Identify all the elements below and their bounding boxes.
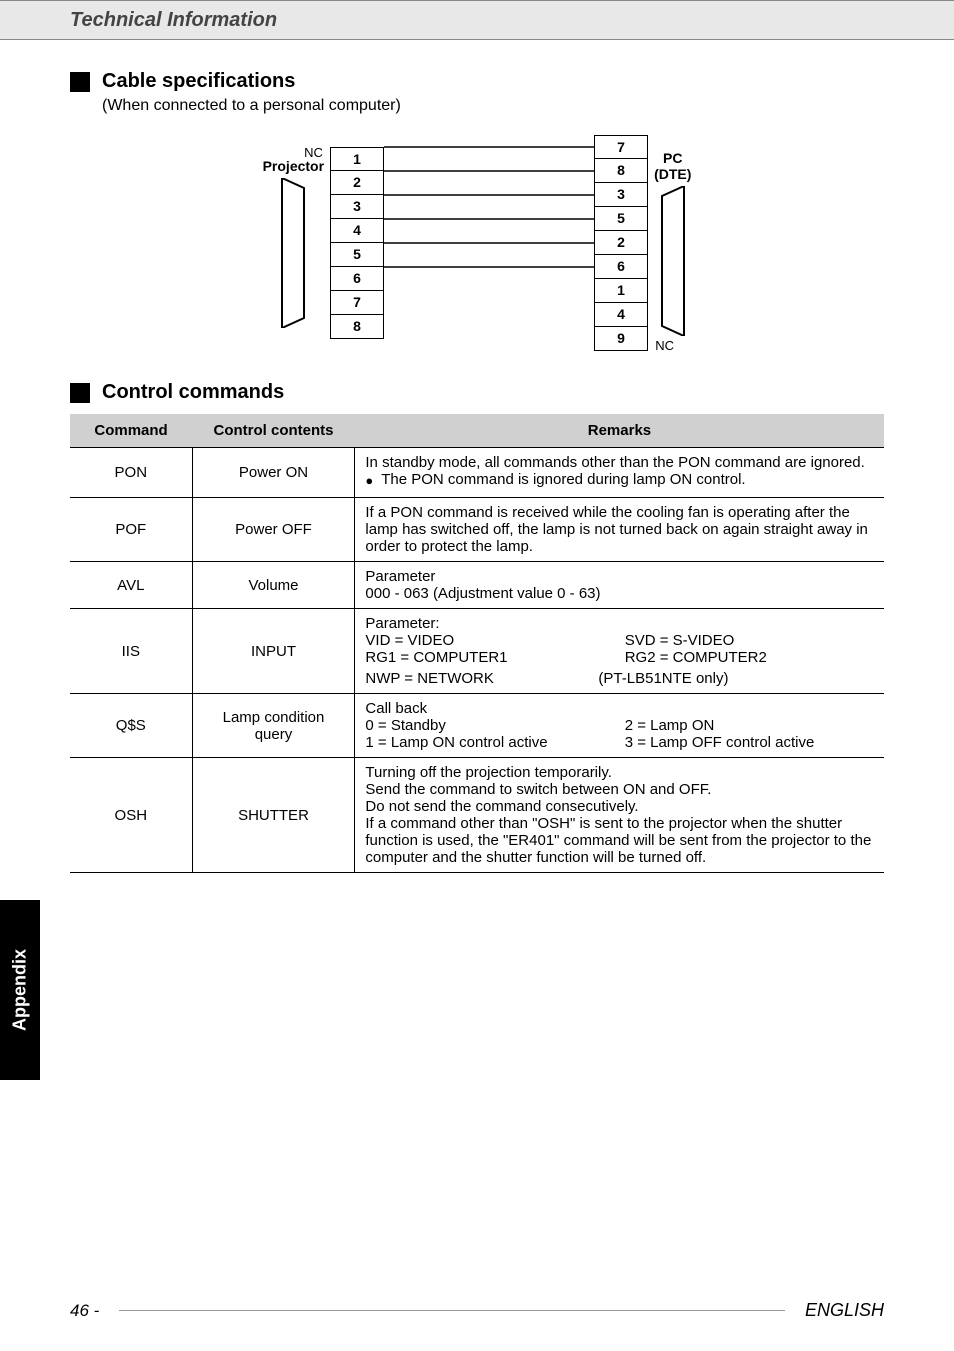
left-pin: 2 (330, 171, 384, 195)
right-pin: 6 (594, 255, 648, 279)
cmd-osh: OSH (70, 758, 192, 873)
dsub-left-icon (278, 178, 308, 328)
right-pin: 4 (594, 303, 648, 327)
ctrl-pof: Power OFF (192, 498, 355, 562)
left-pin-column: 12345678 (330, 147, 384, 339)
footer-divider (119, 1310, 785, 1311)
section-commands-title: Control commands (102, 381, 284, 404)
th-command: Command (70, 414, 192, 448)
param-svd: SVD = S-VIDEO (625, 632, 874, 649)
side-tab-appendix: Appendix (0, 900, 40, 1080)
cmd-avl: AVL (70, 562, 192, 609)
param-rg1: RG1 = COMPUTER1 (365, 649, 614, 666)
left-pin: 1 (330, 147, 384, 171)
projector-label: Projector (263, 158, 324, 174)
cmd-qs: Q$S (70, 694, 192, 758)
cb-3: 3 = Lamp OFF control active (625, 734, 874, 751)
pc-label-2: (DTE) (654, 166, 691, 182)
right-pin: 8 (594, 159, 648, 183)
ctrl-avl: Volume (192, 562, 355, 609)
cmd-iis: IIS (70, 609, 192, 694)
section-marker (70, 383, 90, 403)
left-pin: 3 (330, 195, 384, 219)
cb-2: 2 = Lamp ON (625, 717, 874, 734)
section-marker (70, 72, 90, 92)
rem-osh: Turning off the projection temporarily. … (355, 758, 884, 873)
rem-avl: Parameter 000 - 063 (Adjustment value 0 … (355, 562, 884, 609)
page-footer: 46 - ENGLISH (0, 1300, 954, 1321)
right-pin-column: 783526149 (594, 135, 648, 351)
ctrl-qs: Lamp condition query (192, 694, 355, 758)
cable-lines (384, 135, 594, 351)
right-pin: 3 (594, 183, 648, 207)
left-pin: 6 (330, 267, 384, 291)
param-vid: VID = VIDEO (365, 632, 614, 649)
pc-label-1: PC (663, 150, 682, 166)
ctrl-pon: Power ON (192, 448, 355, 498)
right-pin: 5 (594, 207, 648, 231)
left-pin: 4 (330, 219, 384, 243)
param-rg2: RG2 = COMPUTER2 (625, 649, 874, 666)
page-number: 46 - (70, 1301, 99, 1321)
th-remarks: Remarks (355, 414, 884, 448)
callback-label: Call back (365, 700, 874, 717)
param-nwp-note: (PT-LB51NTE only) (598, 670, 728, 687)
param-nwp: NWP = NETWORK (365, 670, 594, 687)
param-label: Parameter: (365, 615, 874, 632)
cb-0: 0 = Standby (365, 717, 614, 734)
rem-pof: If a PON command is received while the c… (355, 498, 884, 562)
cmd-pof: POF (70, 498, 192, 562)
footer-language: ENGLISH (805, 1300, 884, 1321)
rem-pon-line: In standby mode, all commands other than… (365, 454, 874, 471)
ctrl-osh: SHUTTER (192, 758, 355, 873)
cable-diagram: Projector NC 12345678 NC 783526149 PC (70, 135, 884, 351)
cb-1: 1 = Lamp ON control active (365, 734, 614, 751)
rem-pon: In standby mode, all commands other than… (355, 448, 884, 498)
section-cable-title: Cable specifications (102, 70, 295, 93)
section-cable-subtitle: (When connected to a personal computer) (102, 97, 884, 115)
dsub-right-icon (658, 186, 688, 336)
bullet-icon: ● (365, 471, 373, 491)
right-pin: 7 (594, 135, 648, 159)
right-pin: 9 (594, 327, 648, 351)
control-commands-table: Command Control contents Remarks PON Pow… (70, 414, 884, 873)
right-pin: 1 (594, 279, 648, 303)
right-pin: 2 (594, 231, 648, 255)
left-pin: 7 (330, 291, 384, 315)
rem-pon-bullet: The PON command is ignored during lamp O… (381, 471, 745, 488)
nc-right-label: NC (655, 338, 674, 353)
left-pin: 8 (330, 315, 384, 339)
th-control: Control contents (192, 414, 355, 448)
ctrl-iis: INPUT (192, 609, 355, 694)
nc-left-label: NC (304, 145, 323, 160)
page-title: Technical Information (70, 9, 277, 32)
cmd-pon: PON (70, 448, 192, 498)
left-pin: 5 (330, 243, 384, 267)
rem-qs: Call back 0 = Standby 2 = Lamp ON 1 = La… (355, 694, 884, 758)
rem-iis: Parameter: VID = VIDEO SVD = S-VIDEO RG1… (355, 609, 884, 694)
